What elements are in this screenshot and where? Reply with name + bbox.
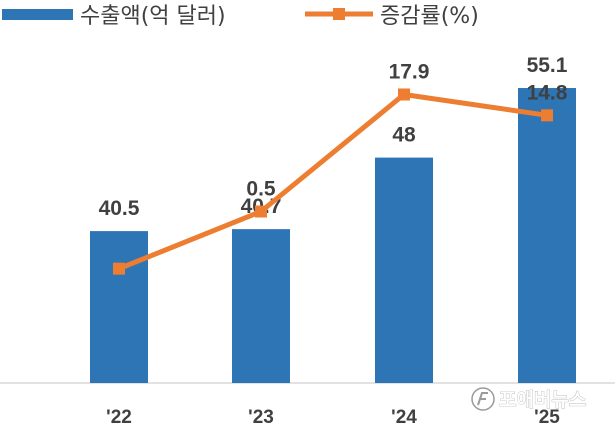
bar-series (90, 88, 576, 384)
legend: 수출액(억 달러) 증감률(%) (2, 4, 479, 29)
x-tick-labels: '22 '23 '24 '25 (106, 407, 560, 426)
bar-2 (375, 157, 433, 383)
line-marker-3 (541, 109, 553, 122)
x-tick-label-1: '23 (248, 407, 274, 426)
bar-1 (232, 229, 290, 383)
bar-0 (90, 231, 148, 383)
line-data-label-2: 17.9 (389, 60, 430, 83)
line-marker-1 (255, 205, 267, 218)
legend-bar-swatch (2, 9, 73, 20)
bar-data-labels: 40.540.74855.1 (99, 54, 568, 220)
line-marker-0 (113, 262, 125, 275)
bar-data-label-2: 48 (392, 124, 416, 147)
watermark-text: 포애버뉴스 (499, 389, 586, 411)
legend-bar-label: 수출액(억 달러) (80, 4, 226, 29)
line-path (118, 91, 548, 271)
legend-line-marker (333, 8, 345, 20)
line-marker-2 (398, 88, 410, 101)
legend-line-label: 증감률(%) (380, 4, 479, 29)
bar-data-label-0: 40.5 (99, 197, 140, 220)
line-data-label-3: 14.8 (527, 81, 568, 104)
bar-data-label-3: 55.1 (527, 54, 568, 77)
x-tick-label-2: '24 (391, 407, 417, 426)
watermark: 포애버뉴스 (471, 387, 587, 411)
x-tick-label-3: '25 (534, 407, 560, 426)
line-series (113, 88, 553, 275)
line-data-labels: 0.5 17.9 14.8 (246, 60, 567, 200)
watermark-logo-icon (471, 387, 495, 411)
bar-3 (518, 88, 576, 384)
line-data-label-1: 0.5 (246, 178, 276, 201)
x-tick-label-0: '22 (106, 407, 132, 426)
